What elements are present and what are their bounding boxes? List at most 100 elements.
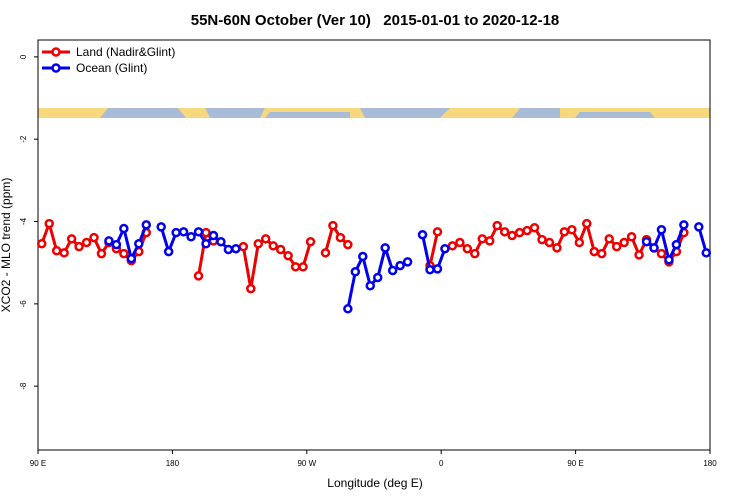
data-point (679, 220, 689, 230)
data-point (649, 243, 659, 253)
data-point (51, 246, 62, 256)
data-point (417, 229, 428, 240)
data-point (96, 248, 107, 259)
data-point (656, 248, 667, 259)
data-point (193, 271, 204, 281)
data-point (537, 234, 547, 245)
data-point (74, 241, 84, 252)
data-point (328, 220, 338, 231)
data-point (484, 236, 495, 246)
data-point (141, 220, 152, 230)
data-point (455, 237, 465, 248)
y-tick-label: -8 (19, 382, 28, 390)
data-point (343, 304, 353, 314)
x-tick-label: 90 E (30, 459, 46, 468)
data-point (208, 230, 219, 241)
data-point (201, 239, 211, 249)
data-point (499, 227, 510, 237)
x-tick-label: 90 E (567, 459, 583, 468)
x-tick-label: 180 (703, 459, 717, 468)
data-point (372, 272, 383, 283)
data-point (335, 232, 346, 243)
data-point (253, 239, 264, 249)
data-point (701, 248, 712, 258)
data-point (604, 234, 614, 244)
data-point (89, 232, 99, 243)
legend-marker (51, 47, 61, 57)
land-strip (38, 108, 710, 118)
data-point (275, 244, 286, 255)
data-point (626, 232, 637, 242)
data-point (36, 239, 47, 249)
x-tick-label: 90 W (297, 459, 316, 468)
y-tick-label: -2 (19, 135, 28, 143)
data-point (365, 281, 376, 291)
data-point (305, 236, 316, 247)
data-point (216, 236, 226, 247)
data-point (522, 225, 532, 236)
data-point (596, 248, 607, 259)
data-point (298, 262, 308, 272)
data-point (134, 239, 144, 249)
data-point (574, 237, 585, 248)
data-point (492, 220, 502, 231)
data-point (544, 237, 555, 248)
data-point (432, 264, 443, 274)
data-point (664, 255, 674, 265)
data-point (470, 248, 480, 259)
data-point (81, 237, 92, 248)
data-point (223, 244, 234, 255)
data-point (514, 227, 525, 238)
data-point (193, 227, 204, 237)
data-point (582, 218, 592, 229)
x-tick-label: 0 (439, 459, 444, 468)
data-point (350, 267, 361, 277)
data-point (507, 230, 517, 241)
legend-label: Land (Nadir&Glint) (76, 45, 175, 59)
data-point (559, 227, 570, 237)
data-point (320, 248, 331, 258)
data-point (425, 264, 435, 275)
data-point (432, 227, 443, 237)
data-point (477, 234, 488, 244)
data-point (44, 218, 54, 229)
data-point (402, 257, 413, 267)
data-point (641, 236, 652, 247)
data-point (119, 248, 129, 259)
data-point (186, 232, 196, 242)
data-point (163, 246, 174, 257)
data-point (104, 236, 114, 246)
data-point (111, 239, 122, 250)
x-tick-label: 180 (166, 459, 180, 468)
legend: Land (Nadir&Glint) Ocean (Glint) (42, 45, 175, 75)
data-point (246, 283, 256, 294)
series-line (108, 224, 708, 310)
data-point (260, 234, 271, 244)
chart-title: 55N-60N October (Ver 10) 2015-01-01 to 2… (191, 12, 560, 29)
legend-label: Ocean (Glint) (76, 61, 147, 75)
data-point (156, 222, 166, 232)
data-point (178, 227, 189, 237)
data-point (126, 253, 137, 264)
data-point (283, 250, 293, 261)
y-axis-label: XCO2 - MLO trend (ppm) (0, 178, 13, 313)
data-point (119, 223, 129, 234)
data-point (231, 243, 241, 254)
data-point (694, 222, 704, 232)
legend-marker (51, 63, 61, 73)
data-point (268, 241, 278, 251)
data-point (619, 237, 629, 248)
data-point (447, 241, 458, 251)
y-tick-label: 0 (19, 54, 28, 59)
data-point (201, 227, 211, 238)
data-point (611, 241, 622, 252)
data-point (552, 243, 562, 253)
data-point (440, 243, 450, 254)
data-point (358, 251, 368, 262)
data-point (387, 265, 398, 276)
data-point (395, 260, 405, 271)
data-point (634, 250, 644, 260)
data-point (66, 234, 77, 244)
data-point (529, 222, 540, 233)
